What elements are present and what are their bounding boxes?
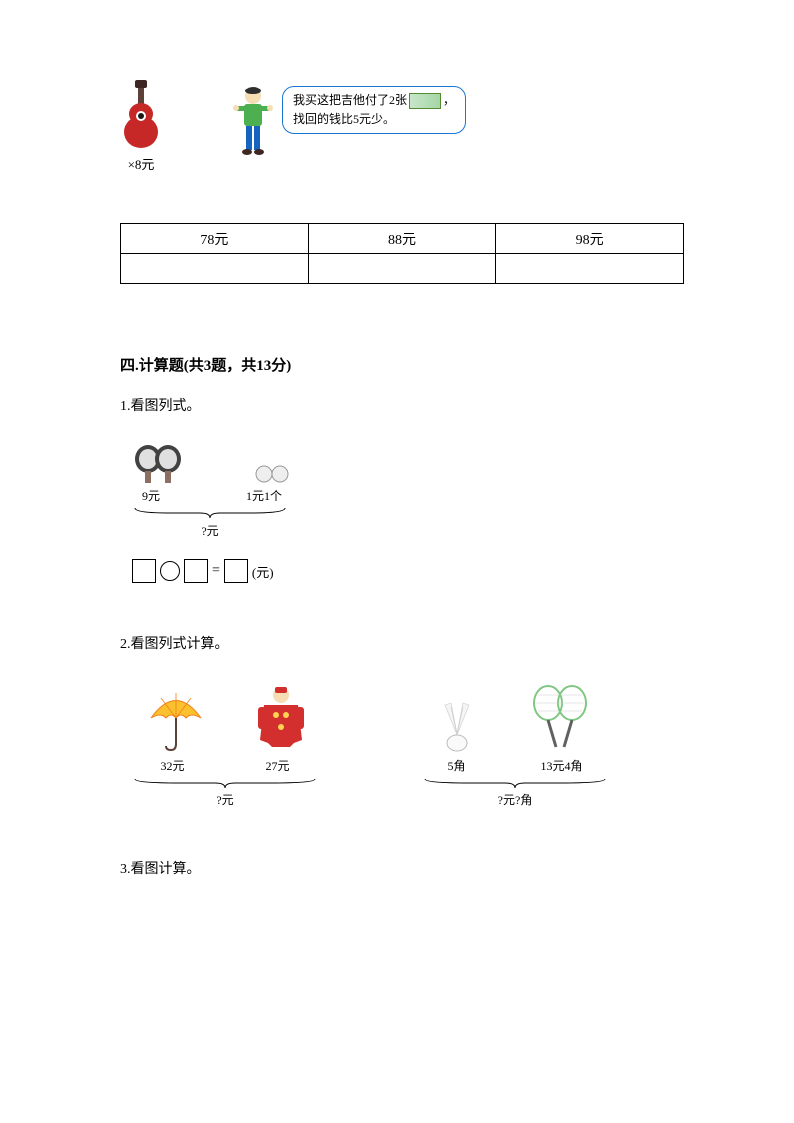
money-icon <box>409 93 441 109</box>
table-row: 78元 88元 98元 <box>121 224 684 254</box>
equation-box <box>184 559 208 583</box>
equation-box <box>224 559 248 583</box>
brace-icon <box>120 777 330 791</box>
brace-icon <box>410 777 620 791</box>
speech-text-after: ， <box>443 91 455 110</box>
speech-bubble: 我买这把吉他付了2张 ， 找回的钱比5元少。 <box>282 86 466 134</box>
guitar-price-label: ×8元 <box>128 154 155 173</box>
table-cell <box>496 254 684 284</box>
q1-label-1: 9元 <box>142 487 160 504</box>
q2-right-label1: 5角 <box>447 757 465 774</box>
speech-line2: 找回的钱比5元少。 <box>293 110 455 129</box>
q2-figure-area: 32元 27元 ?元 <box>120 683 684 808</box>
equation-equals: = <box>212 563 220 579</box>
table-row <box>121 254 684 284</box>
person-speech: 我买这把吉他付了2张 ， 找回的钱比5元少。 <box>232 86 466 158</box>
equation-unit: (元) <box>252 562 274 581</box>
racket-icon <box>526 685 598 753</box>
guitar-icon <box>120 80 162 150</box>
guitar-section: ×8元 我买这把吉他付了2张 ， 找回的钱比5元少。 <box>120 80 684 173</box>
table-header-1: 78元 <box>121 224 309 254</box>
equation-box <box>132 559 156 583</box>
q2-left-label1: 32元 <box>160 757 184 774</box>
table-header-3: 98元 <box>496 224 684 254</box>
speech-text-before: 我买这把吉他付了2张 <box>293 91 407 110</box>
q1-figure-area: 9元 1元1个 ?元 = (元) <box>120 445 684 583</box>
coat-icon <box>252 685 310 753</box>
paddle-icon <box>130 445 190 485</box>
table-cell <box>121 254 309 284</box>
q2-left-group: 32元 27元 ?元 <box>120 683 330 808</box>
equation-circle <box>160 561 180 581</box>
table-header-2: 88元 <box>308 224 496 254</box>
equation-row: = (元) <box>132 559 300 583</box>
q2-right-label2: 13元4角 <box>540 757 582 774</box>
q2-left-label2: 27元 <box>265 757 289 774</box>
q2-right-total: ?元?角 <box>410 791 620 808</box>
umbrella-icon <box>141 688 211 753</box>
q1-total-label: ?元 <box>120 522 300 539</box>
section-title: 四.计算题(共3题，共13分) <box>120 354 684 375</box>
q3-text: 3.看图计算。 <box>120 858 684 878</box>
shuttlecock-icon <box>433 697 481 753</box>
q2-left-total: ?元 <box>120 791 330 808</box>
speech-line1: 我买这把吉他付了2张 ， <box>293 91 455 110</box>
q1-label-2: 1元1个 <box>246 487 282 504</box>
brace-icon <box>120 506 300 522</box>
table-cell <box>308 254 496 284</box>
q2-right-group: 5角 13元4角 ?元?角 <box>410 683 620 808</box>
q2-text: 2.看图列式计算。 <box>120 633 684 653</box>
price-table: 78元 88元 98元 <box>120 223 684 284</box>
q1-text: 1.看图列式。 <box>120 395 684 415</box>
person-icon <box>232 86 274 158</box>
balls-icon <box>254 463 290 485</box>
guitar-item: ×8元 <box>120 80 162 173</box>
